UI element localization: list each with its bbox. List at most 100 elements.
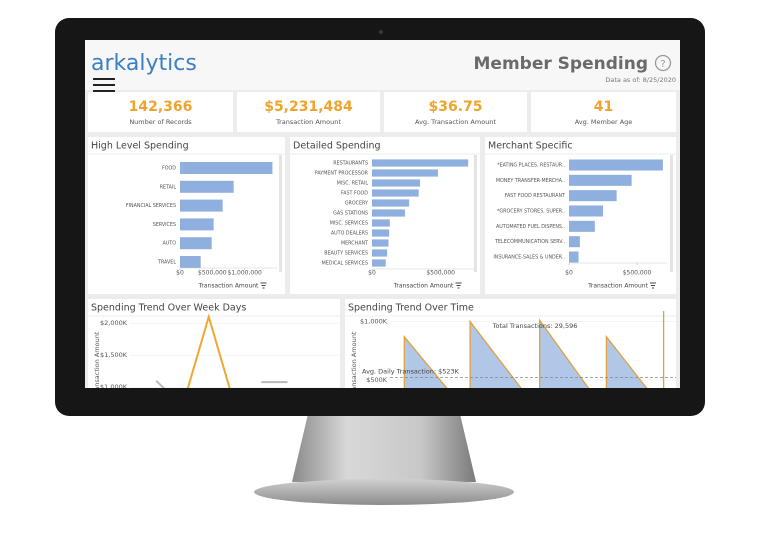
category-label: MEDICAL SERVICES — [322, 261, 368, 267]
reference-label: Avg. Daily Transaction: $523K — [362, 367, 460, 375]
y-tick-label: $500K — [366, 376, 388, 384]
kpi-label: Avg. Transaction Amount — [415, 118, 496, 126]
category-label: MERCHANT — [341, 241, 368, 247]
category-label: RESTAURANTS — [333, 161, 368, 167]
category-label: MISC. RETAIL — [337, 181, 369, 187]
menu-icon[interactable] — [93, 78, 115, 92]
sort-icon[interactable] — [650, 282, 656, 289]
bar — [372, 229, 390, 237]
trend-line — [186, 313, 231, 388]
bar — [372, 169, 438, 177]
panel-title: Detailed Spending — [293, 141, 381, 152]
bar — [180, 256, 201, 268]
category-label: INSURANCE-SALES & UNDER.. — [493, 255, 565, 261]
bar — [569, 159, 663, 171]
x-tick-label: $500,000 — [198, 270, 227, 277]
category-label: MONEY TRANSFER-MERCHA.. — [496, 178, 565, 184]
x-axis-title: Transaction Amount — [587, 283, 648, 290]
trend-outline — [403, 311, 665, 388]
kpi-box — [88, 92, 233, 132]
bar — [372, 249, 388, 257]
stand-base — [254, 479, 514, 505]
bar — [180, 180, 234, 193]
camera — [379, 30, 383, 34]
svg-text:?: ? — [660, 59, 665, 70]
trend-area — [404, 311, 664, 388]
kpi-value: $5,231,484 — [264, 99, 353, 115]
kpi-label: Number of Records — [129, 118, 192, 126]
y-axis-title: Transaction Amount — [350, 331, 358, 397]
category-label: FOOD — [162, 166, 176, 172]
chart-panel: Detailed Spending RESTAURANTS PAYMENT PROC… — [290, 137, 480, 294]
kpi-box — [531, 92, 676, 132]
panel-title: Spending Trend Over Time — [348, 303, 474, 314]
sort-icon[interactable] — [455, 282, 462, 289]
bar — [372, 259, 386, 267]
category-label: FINANCIAL SERVICES — [126, 203, 176, 209]
x-tick-label: $1,000,000 — [227, 270, 262, 277]
bar — [372, 159, 469, 167]
chart-panel: Spending Trend Over Week Days $1,000K $1,5… — [88, 299, 340, 391]
kpi-label: Transaction Amount — [275, 118, 341, 126]
bar — [569, 205, 604, 217]
bar — [180, 162, 273, 174]
x-tick-label: $0 — [565, 270, 573, 277]
category-label: GROCERY — [345, 201, 368, 207]
panel-title: Merchant Specific — [488, 141, 573, 152]
bar — [372, 179, 421, 187]
category-label: TELECOMMUNICATION SERV.. — [494, 239, 565, 245]
screen: arkalytics Member Spending ? Data as of:… — [85, 40, 680, 397]
scrollbar — [474, 155, 477, 272]
category-label: SERVICES — [153, 222, 176, 228]
dashboard-title: Member Spending — [474, 54, 648, 74]
kpi-box — [384, 92, 527, 132]
bar — [372, 239, 389, 247]
bar — [372, 219, 390, 227]
chart-panel: Merchant Specific *EATING PLACES, RESTAUR… — [485, 137, 676, 294]
sort-icon[interactable] — [260, 282, 267, 289]
kpi-card: 41 Avg. Member Age — [531, 92, 676, 132]
y-tick-label: $1,000K — [100, 383, 128, 391]
category-label: AUTO — [163, 241, 177, 247]
x-tick-label: $0 — [176, 270, 184, 277]
bar — [180, 199, 223, 212]
y-tick-label: $1,000K — [360, 318, 388, 326]
logo: arkalytics — [91, 51, 197, 76]
help-icon[interactable]: ? — [654, 54, 672, 72]
y-tick-label: $1,500K — [100, 351, 128, 359]
panel-title: Spending Trend Over Week Days — [91, 303, 246, 314]
x-tick-label: $500,000 — [623, 270, 652, 277]
category-label: AUTOMATED FUEL DISPENS.. — [496, 224, 565, 230]
chart-panel: Spending Trend Over Time $500K $1,000KTran… — [345, 299, 676, 397]
stand-neck — [292, 414, 476, 482]
x-tick-label: $500,000 — [426, 270, 455, 277]
bar — [180, 218, 214, 231]
kpi-box — [237, 92, 380, 132]
chart-panel: High Level Spending FOOD RETAIL FINANCIAL S… — [88, 137, 285, 294]
bar — [569, 251, 579, 263]
kpi-card: $36.75 Avg. Transaction Amount — [384, 92, 527, 132]
bar — [180, 237, 212, 250]
x-axis-title: Transaction Amount — [393, 283, 454, 290]
panel-title: High Level Spending — [91, 141, 189, 152]
bar — [569, 174, 632, 186]
chart-panels: High Level Spending FOOD RETAIL FINANCIAL S… — [88, 137, 676, 397]
x-axis-title: Transaction Amount — [198, 283, 259, 290]
kpi-row: 142,366 Number of Records $5,231,484 Transa… — [88, 92, 676, 132]
kpi-card: $5,231,484 Transaction Amount — [237, 92, 380, 132]
header-bar — [85, 40, 680, 90]
category-label: TRAVEL — [157, 260, 176, 266]
trend-line — [155, 380, 166, 388]
bar — [372, 209, 405, 217]
category-label: PAYMENT PROCESSOR — [315, 171, 369, 177]
bar — [569, 220, 595, 232]
category-label: *EATING PLACES, RESTAUR.. — [497, 163, 565, 169]
category-label: *GROCERY STORES, SUPER.. — [497, 209, 565, 215]
category-label: MISC. SERVICES — [330, 221, 368, 227]
category-label: FAST FOOD — [341, 191, 368, 197]
panel-background — [88, 299, 340, 388]
scrollbar — [279, 155, 282, 272]
kpi-value: 41 — [594, 99, 613, 115]
kpi-label: Avg. Member Age — [575, 118, 633, 126]
